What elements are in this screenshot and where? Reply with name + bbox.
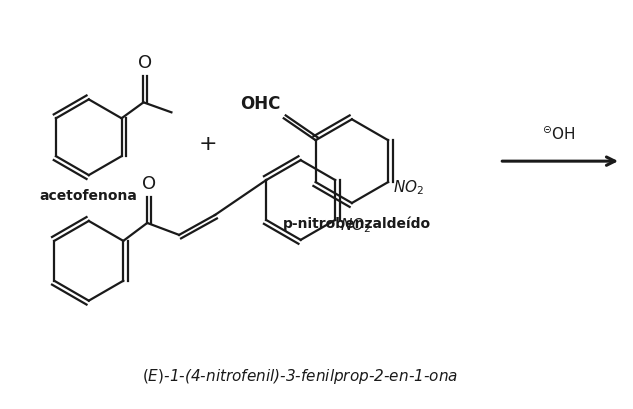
Text: O: O bbox=[142, 175, 156, 193]
Text: +: + bbox=[199, 134, 218, 154]
Text: p-nitrobenzaldeído: p-nitrobenzaldeído bbox=[283, 217, 431, 231]
Text: OHC: OHC bbox=[241, 95, 281, 113]
Text: $^{\circleddash}$OH: $^{\circleddash}$OH bbox=[542, 126, 576, 143]
Text: $(E)$-1-(4-nitrofenil)-3-fenilprop-2-en-1-ona: $(E)$-1-(4-nitrofenil)-3-fenilprop-2-en-… bbox=[142, 367, 458, 387]
Text: acetofenona: acetofenona bbox=[40, 189, 138, 203]
Text: $NO_2$: $NO_2$ bbox=[393, 179, 424, 198]
Text: O: O bbox=[138, 54, 152, 72]
Text: $NO_2$: $NO_2$ bbox=[340, 217, 372, 235]
